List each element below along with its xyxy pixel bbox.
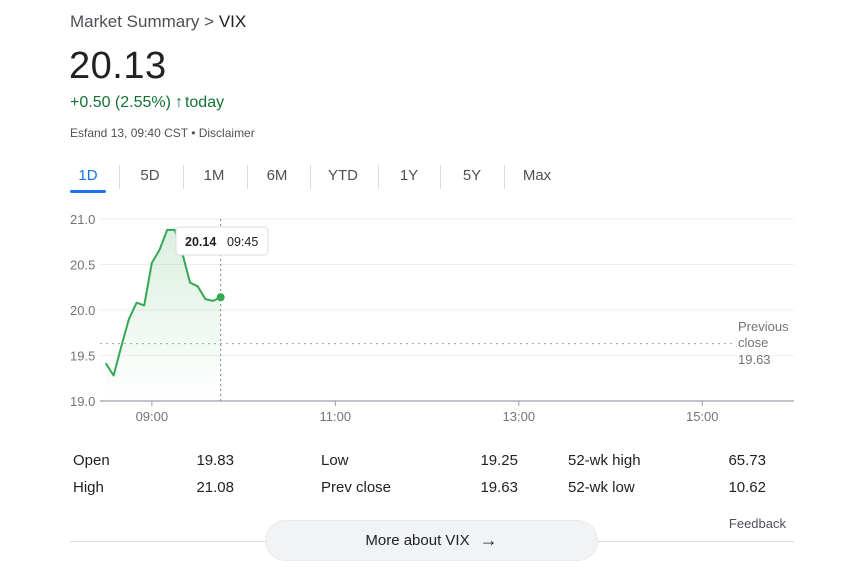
- x-tick-label: 09:00: [136, 409, 169, 424]
- stat-value-52wk-low: 10.62: [728, 479, 766, 496]
- y-tick-label: 20.5: [70, 258, 95, 273]
- data-point: [174, 229, 176, 231]
- tab-divider: [183, 165, 184, 189]
- data-point: [135, 301, 138, 304]
- tab-1y[interactable]: 1Y: [399, 167, 419, 184]
- stat-label-52wk-low: 52-wk low: [568, 479, 635, 496]
- series-area: [106, 229, 221, 401]
- data-point: [189, 281, 191, 284]
- quote-meta: Esfand 13, 09:40 CST • Disclaimer: [70, 126, 255, 140]
- price-change: +0.50 (2.55%) ↑ today: [70, 94, 224, 112]
- chart-overlay: Previous close 19.63 20.14 09:45: [100, 219, 789, 401]
- stat-value-low: 19.25: [480, 452, 518, 469]
- stat-label-low: Low: [321, 452, 349, 469]
- stats-table: Open 19.83 High 21.08 Low 19.25 Prev clo…: [0, 448, 850, 508]
- data-point: [158, 249, 161, 251]
- price-chart[interactable]: 21.0 20.5 20.0 19.5 19.0 09:00 11:00 13:00 15:00…: [0, 200, 850, 440]
- breadcrumb-separator: >: [204, 12, 215, 31]
- tab-5d[interactable]: 5D: [140, 167, 160, 184]
- feedback-link[interactable]: Feedback: [728, 516, 786, 531]
- series-line: [105, 228, 222, 377]
- tooltip-time: 09:45: [227, 235, 258, 249]
- stat-label-high: High: [73, 479, 104, 496]
- breadcrumb-current: VIX: [218, 12, 247, 31]
- breadcrumb-parent[interactable]: Market Summary: [70, 12, 200, 31]
- data-point: [120, 345, 123, 348]
- breadcrumb: Market Summary > VIX: [70, 12, 246, 32]
- y-tick-label: 19.5: [70, 349, 95, 364]
- x-tick-label: 15:00: [686, 409, 719, 424]
- stat-label-open: Open: [73, 452, 110, 469]
- tab-divider: [247, 165, 248, 189]
- data-point: [212, 300, 214, 302]
- tooltip-value: 20.14: [185, 235, 216, 249]
- crosshair-dot: [216, 293, 225, 302]
- stat-label-52wk-high: 52-wk high: [568, 452, 641, 469]
- more-about-button[interactable]: More about VIX →: [265, 520, 598, 561]
- tab-1m[interactable]: 1M: [203, 167, 225, 184]
- data-point: [128, 318, 130, 320]
- tab-6m[interactable]: 6M: [266, 167, 288, 184]
- data-point: [143, 304, 146, 307]
- stat-value-52wk-high: 65.73: [728, 452, 766, 469]
- tab-divider: [119, 165, 120, 189]
- x-tick-label: 11:00: [320, 409, 352, 424]
- arrow-right-icon: →: [479, 530, 498, 550]
- stat-value-prev-close: 19.63: [480, 479, 518, 496]
- current-price: 20.13: [69, 45, 167, 87]
- range-tabs: 1D 5D 1M 6M YTD 1Y 5Y Max: [70, 162, 570, 193]
- previous-close-label-line1: Previous: [738, 319, 789, 334]
- y-tick-label: 20.0: [70, 303, 95, 318]
- tab-ytd[interactable]: YTD: [328, 167, 358, 184]
- data-point: [196, 285, 199, 288]
- y-tick-label: 19.0: [70, 394, 95, 409]
- more-about-label: More about VIX: [365, 532, 470, 549]
- change-value: +0.50 (2.55%): [70, 94, 171, 111]
- data-point: [204, 298, 207, 300]
- y-tick-label: 21.0: [70, 212, 95, 227]
- stat-label-prev-close: Prev close: [321, 479, 392, 496]
- data-point: [151, 261, 153, 264]
- data-point: [105, 362, 107, 365]
- previous-close-label-line2: close: [738, 335, 768, 350]
- tab-max[interactable]: Max: [522, 167, 552, 184]
- tab-divider: [378, 165, 379, 189]
- previous-close-label: Previous close 19.63: [738, 319, 789, 367]
- x-tick-label: 13:00: [503, 409, 536, 424]
- tab-divider: [440, 165, 441, 189]
- data-point: [166, 229, 168, 231]
- change-period: today: [184, 94, 225, 111]
- arrow-up-icon: ↑: [174, 94, 183, 111]
- tab-divider: [504, 165, 505, 189]
- tab-divider: [310, 165, 311, 189]
- data-point: [112, 374, 115, 377]
- tooltip-box: [175, 226, 269, 256]
- stat-value-open: 19.83: [196, 452, 234, 469]
- tab-5y[interactable]: 5Y: [462, 167, 482, 184]
- previous-close-value: 19.63: [738, 352, 771, 367]
- tab-1d[interactable]: 1D: [70, 162, 106, 193]
- stat-value-high: 21.08: [196, 479, 234, 496]
- chart-series: [105, 228, 222, 401]
